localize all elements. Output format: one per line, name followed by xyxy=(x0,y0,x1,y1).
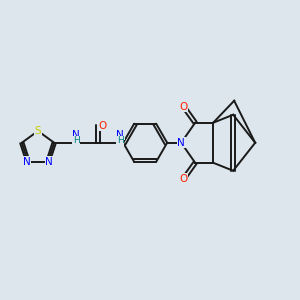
Text: N: N xyxy=(177,138,185,148)
Text: O: O xyxy=(179,102,187,112)
Text: O: O xyxy=(179,174,187,184)
Text: O: O xyxy=(98,121,106,131)
Text: N: N xyxy=(72,130,80,140)
Text: S: S xyxy=(35,126,41,136)
Text: N: N xyxy=(23,157,31,167)
Text: H: H xyxy=(73,136,80,145)
Text: H: H xyxy=(117,136,124,145)
Text: N: N xyxy=(45,157,53,167)
Text: N: N xyxy=(116,130,124,140)
